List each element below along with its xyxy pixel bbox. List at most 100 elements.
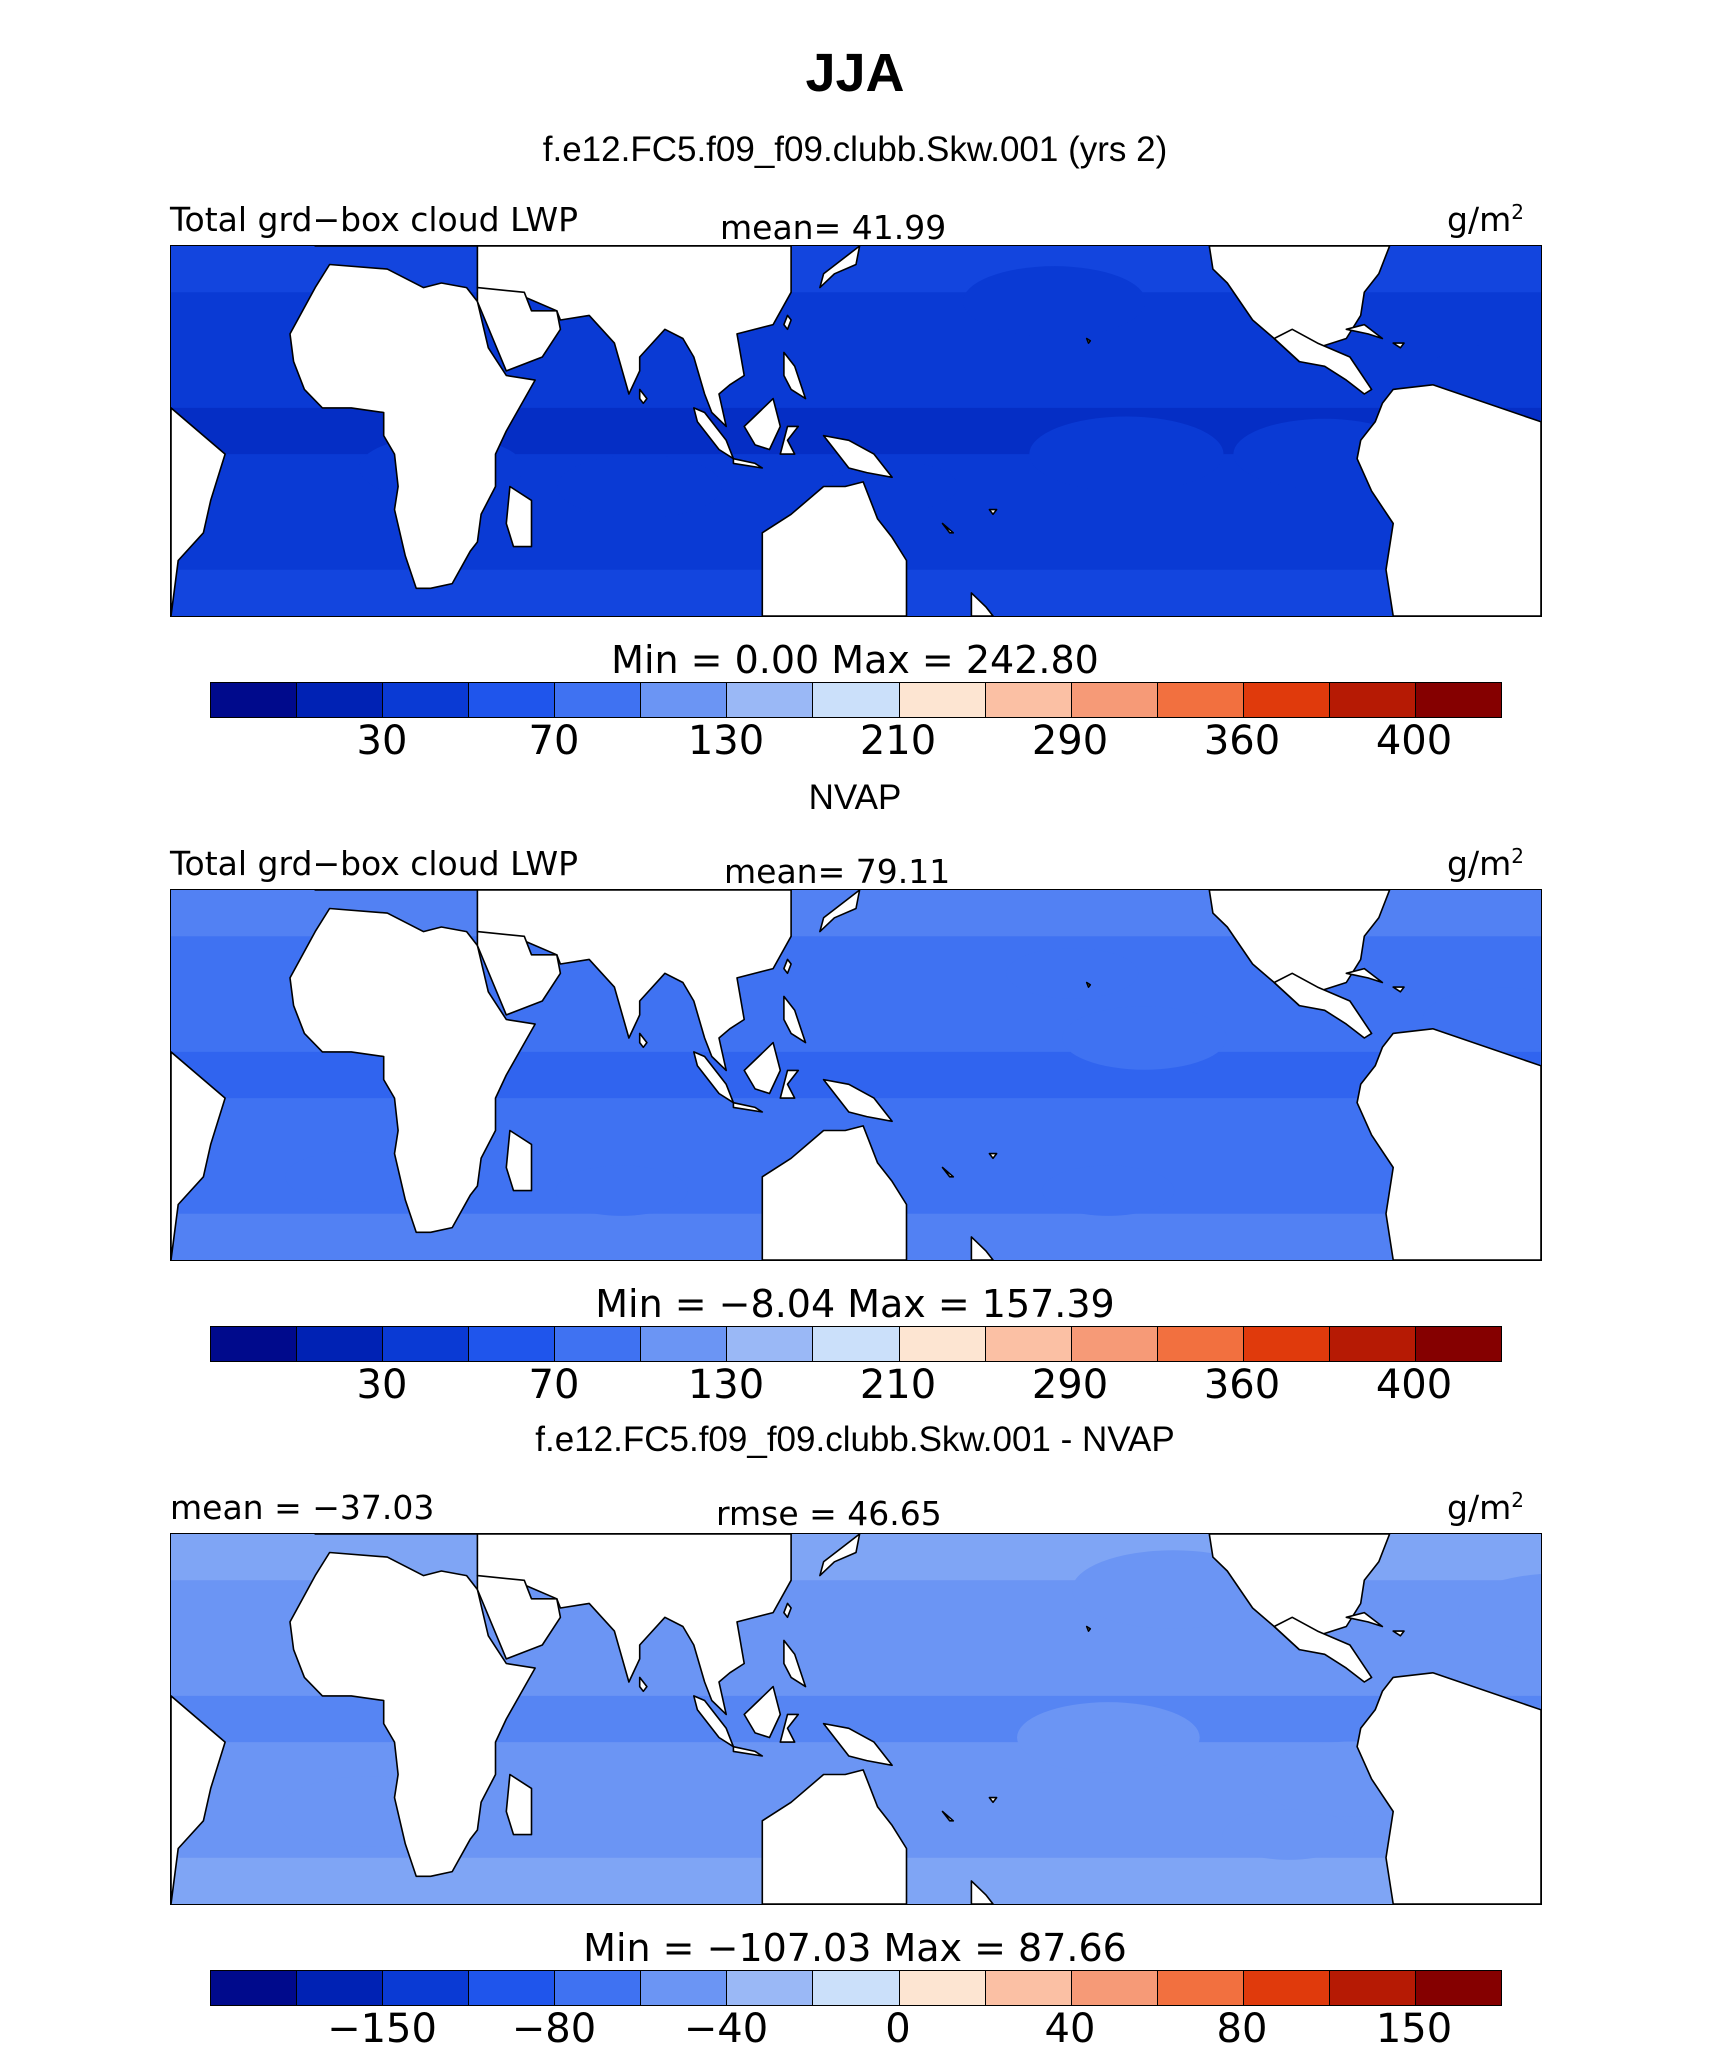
- colorbar-swatch: [1071, 1971, 1158, 2005]
- colorbar-tick-label: 400: [1375, 1362, 1453, 1408]
- landmass-south-america: [171, 1051, 226, 1260]
- colorbar-swatch: [727, 1971, 814, 2005]
- landmass-new-guinea: [822, 1078, 893, 1123]
- colorbar-tick-label: −150: [327, 2006, 437, 2052]
- landmass-eurasia: [314, 246, 792, 428]
- colorbar-swatch: [1071, 1327, 1158, 1361]
- landmass-fiji: [988, 1152, 998, 1160]
- colorbar-swatch: [555, 1971, 642, 2005]
- colorbar-swatch: [1157, 1971, 1244, 2005]
- landmass-sri-lanka: [638, 1032, 648, 1049]
- colorbar-tick-label: 40: [1044, 2006, 1096, 2052]
- colorbar-swatch: [1157, 683, 1244, 717]
- panel-1-map: [170, 245, 1542, 617]
- panel-3-min-max: Min = −107.03 Max = 87.66: [583, 1926, 1127, 1970]
- panel-3-rmse-label: rmse = 46.65: [716, 1494, 942, 1533]
- colorbar-swatch: [1415, 1327, 1501, 1361]
- landmass-cuba: [1345, 1611, 1384, 1628]
- colorbar-swatch: [1157, 1327, 1244, 1361]
- landmass-central-america: [1273, 328, 1373, 395]
- colorbar-tick-label: 30: [356, 718, 408, 764]
- panel-2-left-label: Total grd−box cloud LWP: [170, 844, 578, 883]
- colorbar-swatch: [641, 683, 728, 717]
- landmass-sulawesi: [779, 1069, 800, 1099]
- colorbar-tick-label: 0: [885, 2006, 911, 2052]
- panel-1-min-max: Min = 0.00 Max = 242.80: [611, 638, 1099, 682]
- landmass-new-caledonia: [941, 522, 955, 534]
- colorbar-tick-label: 70: [528, 1362, 580, 1408]
- colorbar-swatch: [383, 683, 470, 717]
- colorbar-swatch: [297, 683, 384, 717]
- colorbar-tick-label: 290: [1031, 1362, 1109, 1408]
- landmass-sri-lanka: [638, 1676, 648, 1693]
- colorbar-swatch: [1243, 1971, 1330, 2005]
- colorbar-swatch: [1329, 683, 1416, 717]
- landmass-arabia: [476, 1574, 562, 1660]
- colorbar-tick-label: 80: [1216, 2006, 1268, 2052]
- figure-title: JJA: [805, 43, 905, 103]
- landmass-cuba: [1345, 967, 1384, 984]
- landmass-hispaniola: [1392, 986, 1405, 993]
- field-contour-region: [1072, 1550, 1275, 1629]
- colorbar-swatch: [899, 683, 986, 717]
- landmass-japan: [819, 246, 861, 289]
- landmass-taiwan: [783, 958, 792, 975]
- colorbar-swatch: [1243, 1327, 1330, 1361]
- colorbar-swatch: [555, 1327, 642, 1361]
- field-contour-region: [557, 454, 722, 519]
- colorbar-swatch: [727, 683, 814, 717]
- field-contour-region: [1017, 1702, 1200, 1773]
- landmass-japan: [819, 890, 861, 933]
- panel-2-title: NVAP: [808, 778, 902, 817]
- landmass-arabia: [476, 286, 562, 372]
- landmass-hispaniola: [1392, 342, 1405, 349]
- landmass-cuba: [1345, 323, 1384, 340]
- landmass-arabia: [476, 930, 562, 1016]
- landmass-philippines: [783, 351, 807, 400]
- landmass-hawaii: [1085, 1625, 1092, 1632]
- colorbar-swatch: [469, 1971, 556, 2005]
- landmass-taiwan: [783, 314, 792, 331]
- landmass-fiji: [988, 508, 998, 516]
- panel-2-min-max: Min = −8.04 Max = 157.39: [595, 1282, 1115, 1326]
- landmass-south-america-w: [1356, 384, 1541, 616]
- landmass-australia: [761, 1125, 908, 1260]
- colorbar-tick-label: 360: [1203, 718, 1281, 764]
- field-contour-region: [1222, 1809, 1355, 1860]
- colorbar-swatch: [211, 1971, 298, 2005]
- colorbar-swatch: [297, 1971, 384, 2005]
- landmass-hispaniola: [1392, 1630, 1405, 1637]
- landmass-nz: [970, 1236, 994, 1260]
- landmass-central-america: [1273, 972, 1373, 1039]
- field-contour-region: [285, 1151, 418, 1202]
- colorbar-swatch: [1329, 1327, 1416, 1361]
- panel-3-map-svg: [171, 1534, 1541, 1904]
- colorbar-swatch: [555, 683, 642, 717]
- colorbar-swatch: [641, 1971, 728, 2005]
- landmass-taiwan: [783, 1602, 792, 1619]
- panel-1-map-svg: [171, 246, 1541, 616]
- panel-3-title: f.e12.FC5.f09_f09.clubb.Skw.001 - NVAP: [535, 1420, 1175, 1459]
- landmass-borneo: [743, 1041, 782, 1095]
- landmass-madagascar: [505, 1773, 533, 1836]
- colorbar-tick-label: 290: [1031, 718, 1109, 764]
- colorbar-swatch: [469, 683, 556, 717]
- landmass-java: [732, 1101, 764, 1113]
- colorbar-swatch: [1243, 683, 1330, 717]
- panel-3-colorbar: [210, 1970, 1502, 2006]
- colorbar-swatch: [985, 1327, 1072, 1361]
- colorbar-tick-label: 210: [859, 1362, 937, 1408]
- landmass-south-america: [171, 1695, 226, 1904]
- colorbar-swatch: [985, 683, 1072, 717]
- landmass-madagascar: [505, 485, 533, 548]
- landmass-sri-lanka: [638, 388, 648, 405]
- landmass-borneo: [743, 397, 782, 451]
- panel-1-title: f.e12.FC5.f09_f09.clubb.Skw.001 (yrs 2): [542, 130, 1168, 169]
- landmass-eurasia: [314, 1534, 792, 1716]
- landmass-java: [732, 457, 764, 469]
- colorbar-tick-label: 30: [356, 1362, 408, 1408]
- field-contour-region: [1006, 948, 1139, 999]
- landmass-philippines: [783, 995, 807, 1044]
- field-contour-region: [962, 266, 1146, 337]
- landmass-australia: [761, 1769, 908, 1904]
